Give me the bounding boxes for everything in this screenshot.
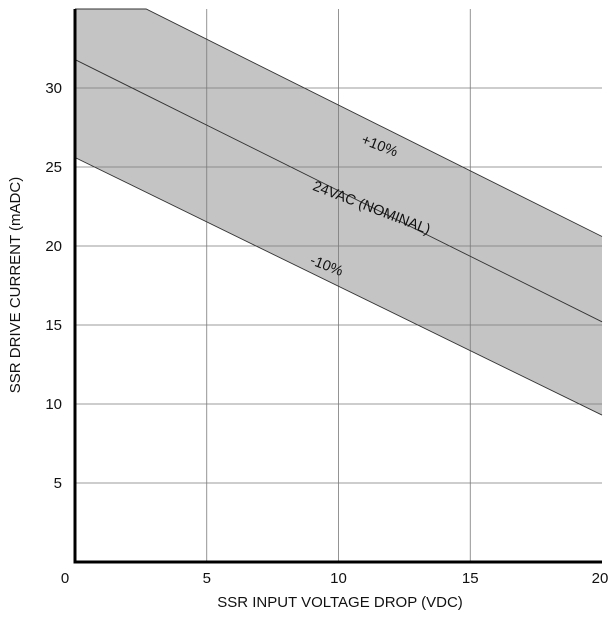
series-line-0 xyxy=(75,8,603,237)
y-tick-label: 5 xyxy=(54,475,62,492)
series-lines xyxy=(74,8,603,416)
x-tick-label: 5 xyxy=(203,570,211,587)
x-tick-label: 10 xyxy=(330,570,347,587)
gridlines xyxy=(75,9,602,562)
series-line-1 xyxy=(74,59,603,323)
tick-labels: 0 5 10 15 20 5 10 15 20 25 30 xyxy=(45,80,608,587)
y-tick-label: 15 xyxy=(45,317,62,334)
y-tick-label: 20 xyxy=(45,238,62,255)
y-axis-title: SSR DRIVE CURRENT (mADC) xyxy=(7,177,24,393)
y-tick-label: 25 xyxy=(45,159,62,176)
y-tick-label: 10 xyxy=(45,396,62,413)
y-tick-label: 30 xyxy=(45,80,62,97)
x-tick-label: 15 xyxy=(462,570,479,587)
x-tick-label: 20 xyxy=(592,570,609,587)
axes xyxy=(73,9,602,564)
x-axis-title: SSR INPUT VOLTAGE DROP (VDC) xyxy=(217,594,463,611)
series-line-2 xyxy=(74,157,603,416)
x-tick-label: 0 xyxy=(61,570,69,587)
